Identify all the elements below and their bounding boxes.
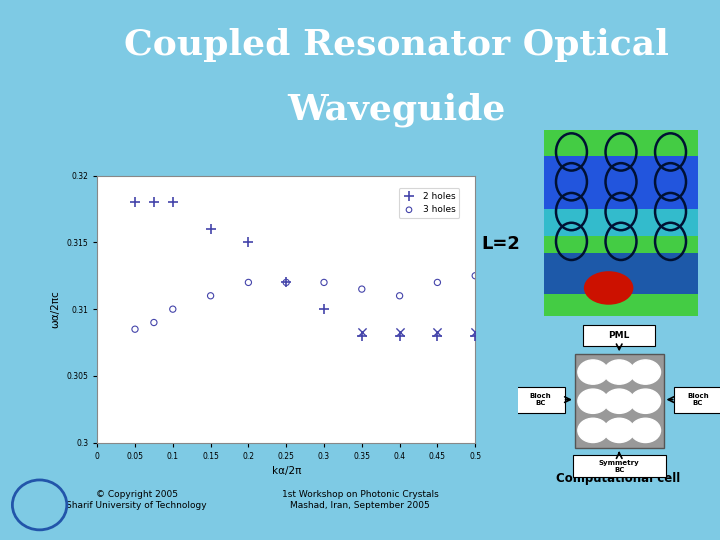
Text: Coupled Resonator Optical: Coupled Resonator Optical xyxy=(124,28,668,62)
Point xyxy=(432,328,444,336)
Text: L=2: L=2 xyxy=(481,235,520,253)
Ellipse shape xyxy=(584,271,634,305)
Point xyxy=(356,328,368,336)
2 holes xyxy=(469,332,481,340)
Bar xyxy=(575,354,664,448)
Text: 1st Workshop on Photonic Crystals
Mashad, Iran, September 2005: 1st Workshop on Photonic Crystals Mashad… xyxy=(282,490,438,510)
2 holes xyxy=(130,198,141,206)
3 holes xyxy=(148,318,160,327)
Circle shape xyxy=(630,389,660,414)
3 holes xyxy=(469,272,481,280)
2 holes xyxy=(205,225,217,233)
FancyBboxPatch shape xyxy=(573,455,665,477)
Legend: 2 holes, 3 holes: 2 holes, 3 holes xyxy=(399,188,459,218)
3 holes xyxy=(130,325,141,334)
2 holes xyxy=(318,305,330,313)
3 holes xyxy=(281,278,292,287)
X-axis label: kα/2π: kα/2π xyxy=(271,467,301,476)
Circle shape xyxy=(578,360,608,384)
3 holes xyxy=(356,285,368,293)
2 holes xyxy=(167,198,179,206)
Circle shape xyxy=(604,389,634,414)
Text: Symmetry
BC: Symmetry BC xyxy=(599,460,639,472)
Circle shape xyxy=(578,418,608,443)
3 holes xyxy=(205,292,217,300)
Text: Bloch
BC: Bloch BC xyxy=(687,393,708,406)
Bar xyxy=(544,289,698,316)
Bar xyxy=(544,210,698,236)
Circle shape xyxy=(578,389,608,414)
3 holes xyxy=(167,305,179,313)
Text: © Copyright 2005
Sharif University of Technology: © Copyright 2005 Sharif University of Te… xyxy=(66,490,207,510)
3 holes xyxy=(243,278,254,287)
Bar xyxy=(544,183,698,210)
Point xyxy=(394,328,405,336)
Y-axis label: ωα/2πc: ωα/2πc xyxy=(50,291,60,328)
Text: Bloch
BC: Bloch BC xyxy=(530,393,552,406)
Text: Computational cell: Computational cell xyxy=(556,471,680,484)
Bar xyxy=(544,236,698,262)
3 holes xyxy=(318,278,330,287)
Circle shape xyxy=(630,418,660,443)
2 holes xyxy=(394,332,405,340)
2 holes xyxy=(148,198,160,206)
Text: PML: PML xyxy=(608,331,630,340)
2 holes xyxy=(432,332,444,340)
Bar xyxy=(544,130,698,156)
Bar xyxy=(544,253,698,294)
FancyBboxPatch shape xyxy=(674,387,720,413)
2 holes xyxy=(356,332,368,340)
Circle shape xyxy=(630,360,660,384)
Bar xyxy=(544,156,698,183)
3 holes xyxy=(432,278,444,287)
Bar xyxy=(544,262,698,289)
Point xyxy=(469,328,481,336)
Text: Waveguide: Waveguide xyxy=(287,92,505,127)
FancyBboxPatch shape xyxy=(516,387,564,413)
Circle shape xyxy=(604,360,634,384)
3 holes xyxy=(394,292,405,300)
Circle shape xyxy=(604,418,634,443)
FancyBboxPatch shape xyxy=(583,325,655,346)
2 holes xyxy=(243,238,254,247)
2 holes xyxy=(281,278,292,287)
